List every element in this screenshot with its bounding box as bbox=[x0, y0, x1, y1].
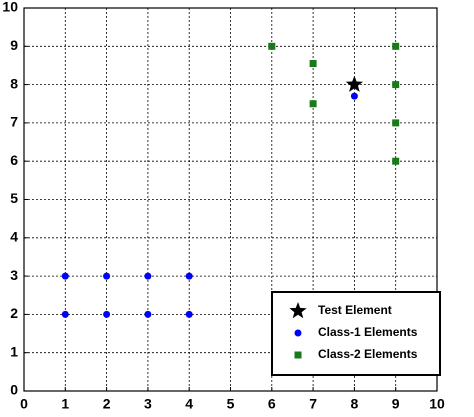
x-tick-label: 8 bbox=[351, 396, 359, 412]
circle-point bbox=[350, 92, 358, 100]
square-point bbox=[392, 119, 400, 127]
x-tick-label: 0 bbox=[20, 396, 28, 412]
circle-point bbox=[294, 329, 302, 337]
square-point bbox=[268, 42, 276, 50]
square-point bbox=[309, 100, 317, 108]
y-tick-label: 10 bbox=[2, 0, 18, 15]
star-point bbox=[289, 302, 307, 319]
y-tick-label: 0 bbox=[10, 382, 18, 398]
circle-point bbox=[185, 272, 193, 280]
legend: Test Element Class-1 Elements Class-2 Elem… bbox=[271, 291, 441, 376]
x-tick-label: 3 bbox=[144, 396, 152, 412]
y-tick-label: 9 bbox=[10, 37, 18, 53]
y-tick-label: 4 bbox=[10, 229, 18, 245]
x-tick-label: 1 bbox=[61, 396, 69, 412]
y-tick-label: 3 bbox=[10, 267, 18, 283]
x-tick-label: 4 bbox=[185, 396, 193, 412]
square-point bbox=[309, 60, 317, 68]
x-tick-label: 10 bbox=[429, 396, 445, 412]
y-tick-label: 6 bbox=[10, 152, 18, 168]
circle-point bbox=[61, 310, 69, 318]
x-tick-label: 6 bbox=[268, 396, 276, 412]
circle-point bbox=[185, 310, 193, 318]
circle-point bbox=[144, 310, 152, 318]
circle-point bbox=[144, 272, 152, 280]
y-tick-label: 1 bbox=[10, 343, 18, 359]
square-point bbox=[392, 157, 400, 165]
y-tick-label: 7 bbox=[10, 114, 18, 130]
y-tick-label: 5 bbox=[10, 190, 18, 206]
circle-point bbox=[61, 272, 69, 280]
y-tick-label: 2 bbox=[10, 305, 18, 321]
legend-label: Class-2 Elements bbox=[318, 347, 418, 361]
circle-point bbox=[103, 310, 111, 318]
y-tick-label: 8 bbox=[10, 75, 18, 91]
x-tick-label: 9 bbox=[392, 396, 400, 412]
square-point bbox=[392, 42, 400, 50]
x-tick-label: 5 bbox=[227, 396, 235, 412]
circle-point bbox=[103, 272, 111, 280]
square-point bbox=[392, 81, 400, 89]
x-tick-label: 7 bbox=[309, 396, 317, 412]
star-point bbox=[345, 75, 363, 92]
square-point bbox=[294, 351, 302, 359]
legend-label: Class-1 Elements bbox=[318, 325, 418, 339]
x-tick-label: 2 bbox=[103, 396, 111, 412]
legend-label: Test Element bbox=[318, 303, 392, 317]
plot-frame bbox=[23, 7, 438, 392]
